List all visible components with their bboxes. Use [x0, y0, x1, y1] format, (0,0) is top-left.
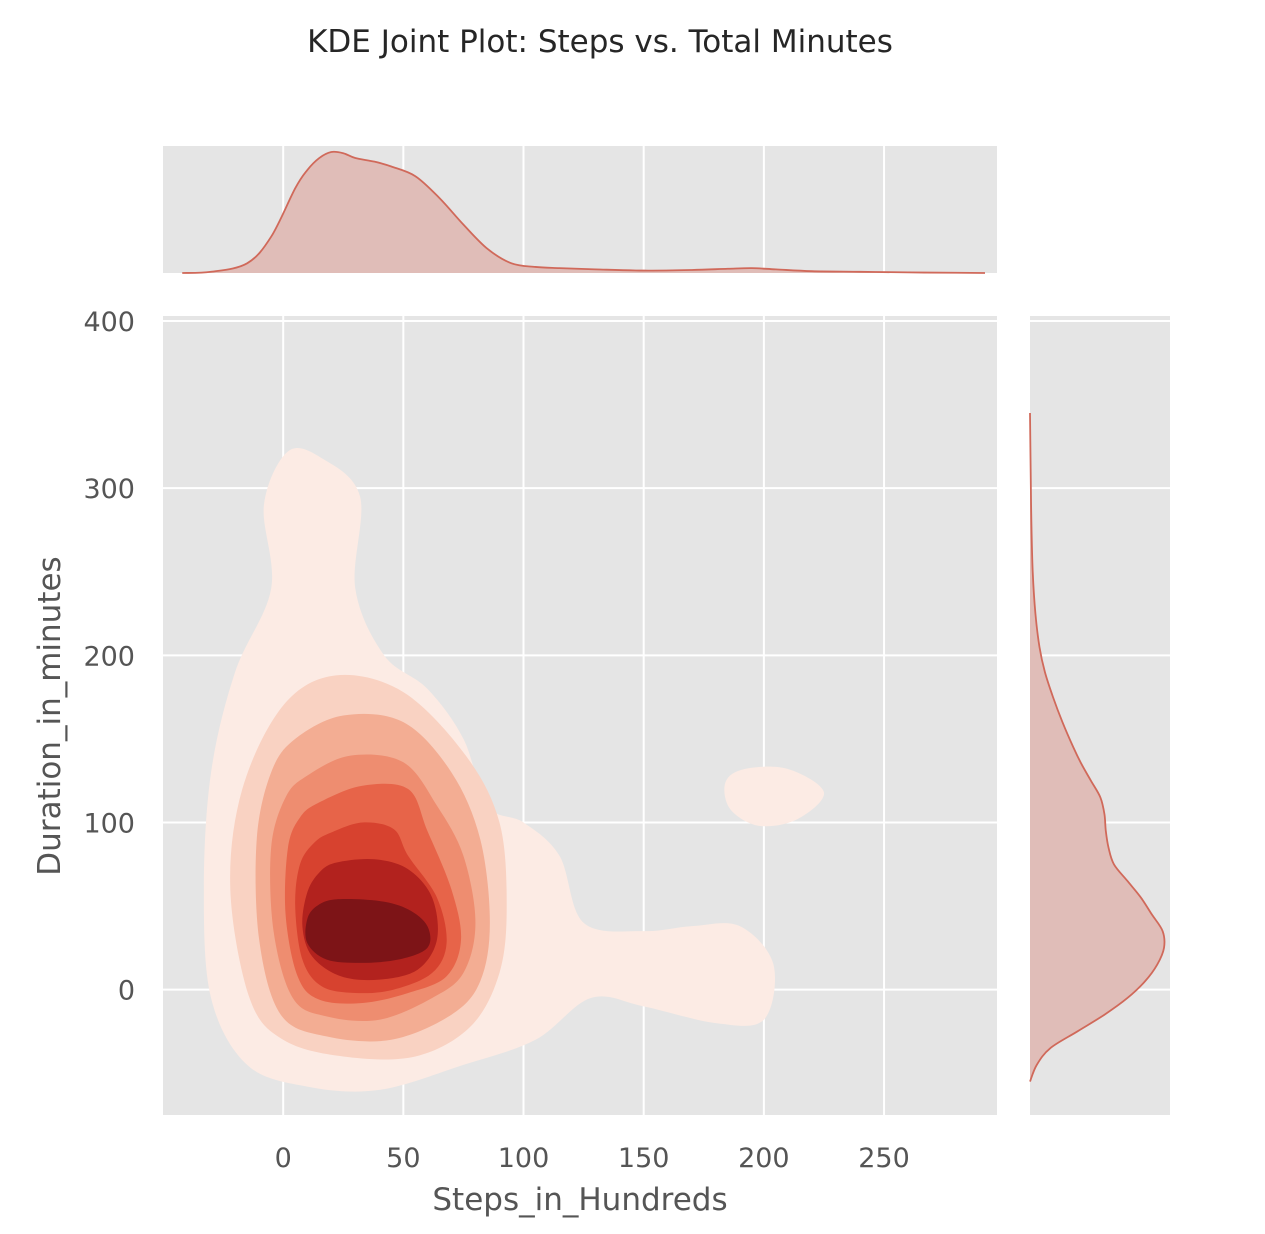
x-tick-label: 0	[275, 1143, 292, 1174]
x-tick-label: 200	[738, 1143, 790, 1174]
y-tick-label: 200	[83, 641, 135, 672]
chart-title: KDE Joint Plot: Steps vs. Total Minutes	[307, 24, 893, 60]
x-tick-label: 150	[618, 1143, 670, 1174]
y-marginal-density-area	[1030, 412, 1165, 1082]
y-tick-label: 100	[83, 808, 135, 839]
x-tick-labels: 0 50 100 150 200 250	[275, 1143, 910, 1174]
x-axis-label: Steps_in_Hundreds	[432, 1182, 727, 1218]
joint-kde-panel: 0 50 100 150 200 250 0 100 200 300 400	[83, 307, 997, 1174]
x-marginal-density-line	[182, 150, 985, 274]
x-tick-label: 250	[858, 1143, 910, 1174]
x-tick-label: 100	[498, 1143, 550, 1174]
kde-contours	[203, 447, 825, 1092]
x-marginal-density-area	[182, 151, 985, 273]
y-marginal-density-line	[1029, 412, 1166, 1082]
y-tick-labels: 0 100 200 300 400	[83, 307, 135, 1007]
top-marginal-panel	[163, 146, 997, 274]
y-tick-label: 400	[83, 307, 135, 338]
kde-contour-level-1	[724, 766, 825, 827]
kde-contour-level-8	[305, 899, 431, 963]
y-axis-label: Duration_in_minutes	[32, 556, 68, 875]
y-tick-label: 0	[118, 976, 135, 1007]
right-marginal-panel	[1029, 316, 1170, 1115]
y-tick-label: 300	[83, 474, 135, 505]
x-tick-label: 50	[386, 1143, 420, 1174]
